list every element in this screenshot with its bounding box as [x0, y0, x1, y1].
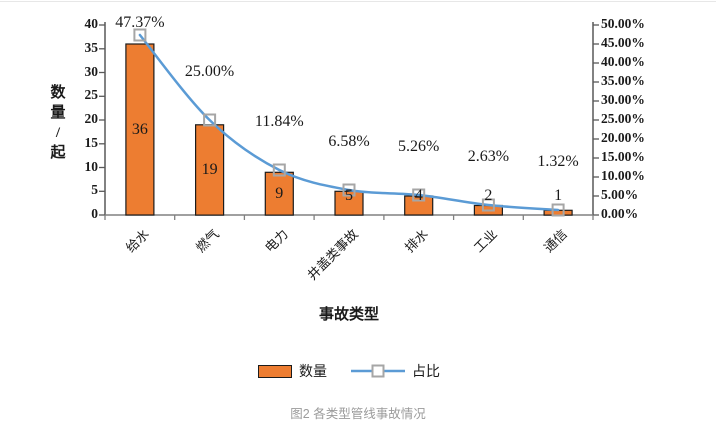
- line-marker: [481, 198, 495, 212]
- right-axis-tick-label: 10.00%: [601, 168, 645, 183]
- bar-value-label: 19: [201, 161, 218, 179]
- bar-value-label: 36: [131, 120, 148, 138]
- percentage-data-label: 11.84%: [254, 113, 304, 131]
- bar: [125, 43, 155, 216]
- line-marker: [272, 163, 286, 177]
- percentage-data-label: 1.32%: [537, 153, 579, 171]
- bar-value-label: 4: [414, 187, 423, 205]
- right-axis-tick-label: 45.00%: [601, 35, 645, 50]
- left-axis-tick-label: 0: [91, 206, 98, 221]
- percentage-data-label: 25.00%: [184, 63, 235, 81]
- right-axis-tick-label: 25.00%: [601, 111, 645, 126]
- left-axis-tick-label: 25: [84, 87, 99, 103]
- legend-label: 占比: [412, 365, 440, 380]
- left-axis-tick-label: 5: [91, 182, 98, 198]
- percentage-trend-line: [138, 33, 560, 212]
- line-marker: [203, 113, 217, 127]
- percentage-data-label: 2.63%: [467, 148, 510, 166]
- right-axis-tick-label: 50.00%: [601, 16, 645, 31]
- bar-value-label: 2: [484, 187, 493, 205]
- right-axis-tick-label: 5.00%: [601, 187, 639, 202]
- legend-item-line-series: 占比: [351, 361, 440, 381]
- page-divider: [0, 1, 716, 2]
- right-axis-tick-label: 15.00%: [601, 149, 645, 164]
- bar-value-label: 9: [275, 184, 284, 202]
- left-axis-tick-label: 15: [84, 134, 99, 150]
- line-marker: [412, 188, 426, 202]
- left-axis-tick-label: 10: [84, 158, 99, 174]
- left-axis-tick-label: 40: [84, 16, 99, 31]
- line-marker: [551, 203, 565, 217]
- left-axis-tick-label: 30: [84, 63, 99, 79]
- left-axis-tick-label: 20: [84, 111, 99, 126]
- percentage-data-label: 47.37%: [115, 14, 165, 32]
- percentage-data-label: 6.58%: [328, 133, 370, 151]
- bar: [334, 190, 364, 216]
- right-axis-tick-label: 35.00%: [601, 73, 645, 88]
- bar-series-swatch: [258, 364, 292, 378]
- left-axis-tick-label: 35: [84, 39, 99, 55]
- percentage-data-label: 5.26%: [398, 138, 440, 156]
- line-marker: [342, 183, 356, 197]
- bar-value-label: 5: [345, 187, 353, 205]
- y-axis-title: 数 量 / 起: [50, 85, 66, 161]
- bar: [195, 124, 225, 216]
- right-axis-tick-label: 30.00%: [601, 92, 645, 107]
- chart-legend: 数量 占比: [105, 361, 593, 381]
- figure-caption: 图2 各类型管线事故情况: [290, 407, 426, 421]
- legend-label: 数量: [299, 365, 327, 380]
- line-marker: [133, 28, 147, 42]
- bar: [264, 171, 294, 216]
- x-axis-title: 事故类型: [318, 307, 379, 323]
- legend-item-bar-series: 数量: [258, 361, 327, 381]
- line-series-swatch: [351, 364, 405, 378]
- bar-value-label: 1: [554, 187, 563, 205]
- right-axis-tick-label: 20.00%: [601, 130, 645, 145]
- right-axis-tick-label: 40.00%: [601, 54, 645, 69]
- right-axis-tick-label: 0.00%: [601, 206, 639, 221]
